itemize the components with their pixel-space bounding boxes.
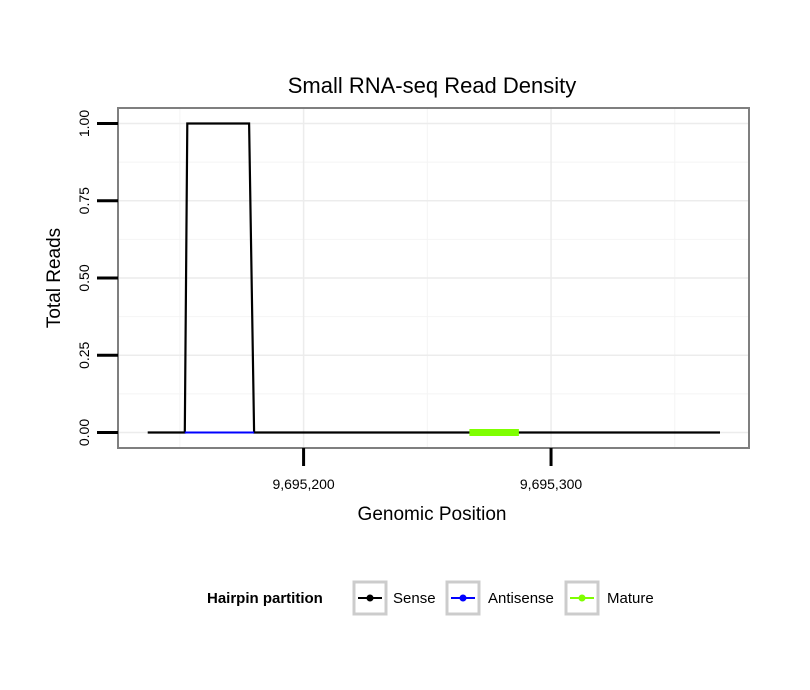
legend-title: Hairpin partition — [207, 590, 323, 607]
y-axis: 0.00 0.25 0.50 0.75 1.00 — [76, 110, 118, 446]
y-tick-label: 0.50 — [76, 264, 92, 291]
y-axis-title: Total Reads — [44, 228, 65, 328]
x-axis-title: Genomic Position — [358, 504, 507, 525]
chart-title: Small RNA-seq Read Density — [288, 73, 577, 98]
legend-label-antisense: Antisense — [488, 590, 554, 607]
legend-label-sense: Sense — [393, 590, 436, 607]
y-tick-label: 1.00 — [76, 110, 92, 137]
legend-dot-mature — [578, 594, 586, 602]
x-axis: 9,695,200 9,695,300 — [272, 448, 582, 492]
x-tick-label: 9,695,300 — [520, 476, 582, 492]
series-sense-line — [147, 122, 720, 434]
legend-label-mature: Mature — [607, 590, 654, 607]
legend-keys: Sense Antisense Mature — [352, 580, 654, 616]
y-tick-label: 0.75 — [76, 187, 92, 214]
y-tick-label: 0.25 — [76, 341, 92, 368]
legend-dot-antisense — [459, 594, 467, 602]
legend: Hairpin partition Sense Antisense Mature — [207, 580, 654, 616]
series-group — [147, 122, 720, 436]
y-tick-label: 0.00 — [76, 419, 92, 446]
legend-dot-sense — [366, 594, 374, 602]
x-tick-label: 9,695,200 — [272, 476, 334, 492]
